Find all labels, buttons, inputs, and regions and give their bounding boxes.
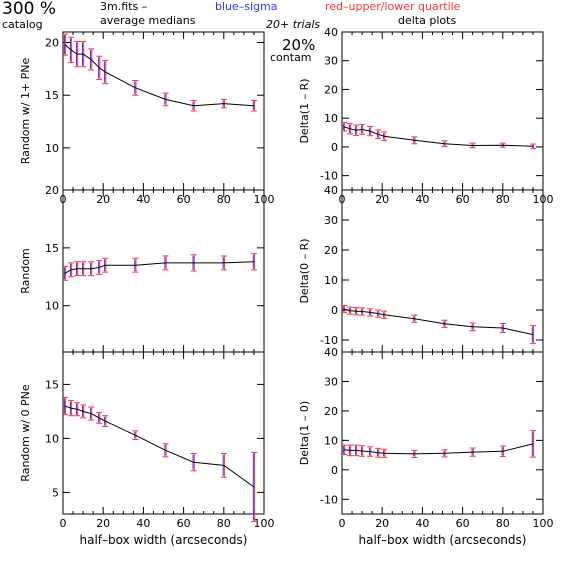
y-tick-label: 10	[45, 300, 59, 313]
average-medians-label: average medians	[100, 14, 196, 27]
y-tick-label: 20	[45, 37, 59, 50]
y-tick-label: -10	[320, 334, 338, 347]
y-tick-label: 30	[324, 214, 338, 227]
percent-label: 300 %	[2, 0, 56, 19]
y-tick-label: 20	[324, 244, 338, 257]
x-tick-label: 80	[496, 517, 510, 530]
y-tick-label: 0	[331, 464, 338, 477]
file-label: 3m.fits –	[100, 0, 147, 13]
median-line	[64, 261, 254, 274]
y-tick-label: 0	[331, 141, 338, 154]
x-tick-label: 100	[254, 517, 275, 530]
x-tick-label: 60	[456, 517, 470, 530]
red-quartile-label: red–upper/lower quartile	[325, 0, 461, 13]
x-tick-label: 80	[496, 193, 510, 206]
x-tick-label: 20	[96, 517, 110, 530]
x-axis-label: half–box width (arcseconds)	[80, 533, 248, 547]
panel-left-middle: 10 15 20 Random	[19, 184, 265, 353]
y-tick-label: 10	[324, 112, 338, 125]
blue-sigma-label: blue–sigma	[215, 0, 278, 13]
median-line	[64, 44, 254, 107]
x-tick-label: 0	[339, 517, 346, 530]
plot-frame	[341, 351, 544, 515]
contam-pct-label: 20%	[282, 36, 315, 54]
plot-frame	[62, 351, 265, 515]
median-line	[343, 308, 534, 336]
plot-frame	[341, 31, 544, 191]
median-line	[343, 443, 534, 455]
plot-frame	[62, 189, 265, 353]
y-tick-label: 10	[324, 274, 338, 287]
x-tick-label: 80	[217, 193, 231, 206]
x-tick-label: 20	[96, 193, 110, 206]
x-tick-label: 20	[375, 517, 389, 530]
y-axis-label: Delta(1 – 0)	[298, 401, 311, 465]
y-tick-label: 30	[324, 375, 338, 388]
y-tick-label: 5	[52, 486, 59, 499]
y-tick-label: -10	[320, 170, 338, 183]
y-tick-label: 30	[324, 55, 338, 68]
trials-label: 20+ trials	[266, 18, 320, 31]
median-line	[343, 126, 534, 147]
x-tick-label: 60	[177, 517, 191, 530]
x-tick-label: 0	[60, 517, 67, 530]
x-tick-label: 80	[217, 517, 231, 530]
median-line	[64, 405, 255, 488]
x-tick-label: 60	[177, 193, 191, 206]
x-tick-label: 60	[456, 193, 470, 206]
y-tick-label: 20	[324, 83, 338, 96]
y-axis-label: Delta(0 – R)	[298, 238, 311, 303]
contam-label: contam	[270, 51, 312, 64]
header: 300 % catalog 3m.fits – average medians …	[2, 0, 461, 64]
y-axis-label: Random w/ 1+ PNe	[19, 57, 32, 164]
y-axis-label: Random	[19, 248, 32, 294]
y-tick-label: 10	[324, 434, 338, 447]
y-tick-label: 0	[331, 304, 338, 317]
y-tick-label: 10	[45, 142, 59, 155]
x-tick-label: 20	[375, 193, 389, 206]
delta-plots-label: delta plots	[398, 14, 456, 27]
y-tick-label: 20	[324, 405, 338, 418]
x-tick-label: 40	[415, 517, 429, 530]
y-tick-label: 40	[324, 184, 338, 197]
y-tick-label: 15	[45, 89, 59, 102]
catalog-label: catalog	[2, 18, 43, 31]
y-tick-label: 40	[324, 346, 338, 359]
x-tick-label: 40	[415, 193, 429, 206]
y-tick-label: 15	[45, 242, 59, 255]
y-axis-label: Delta(1 – R)	[298, 78, 311, 143]
panel-left-bottom: 0 20 40 60 80 100 5 10 15 Random w/ 0 PNe half–box…	[19, 351, 275, 547]
y-tick-label: 20	[45, 184, 59, 197]
y-tick-label: 40	[324, 26, 338, 39]
panel-right-middle: -10 0 10 20 30 40 Delta(0 – R)	[298, 184, 544, 353]
x-tick-label: 40	[136, 517, 150, 530]
y-tick-label: -10	[320, 493, 338, 506]
x-tick-label: 40	[136, 193, 150, 206]
y-axis-label: Random w/ 0 PNe	[19, 384, 32, 482]
x-axis-label: half–box width (arcseconds)	[359, 533, 527, 547]
y-tick-label: 10	[45, 432, 59, 445]
plot-frame	[62, 31, 265, 191]
y-tick-label: 15	[45, 378, 59, 391]
x-tick-label: 100	[533, 517, 554, 530]
